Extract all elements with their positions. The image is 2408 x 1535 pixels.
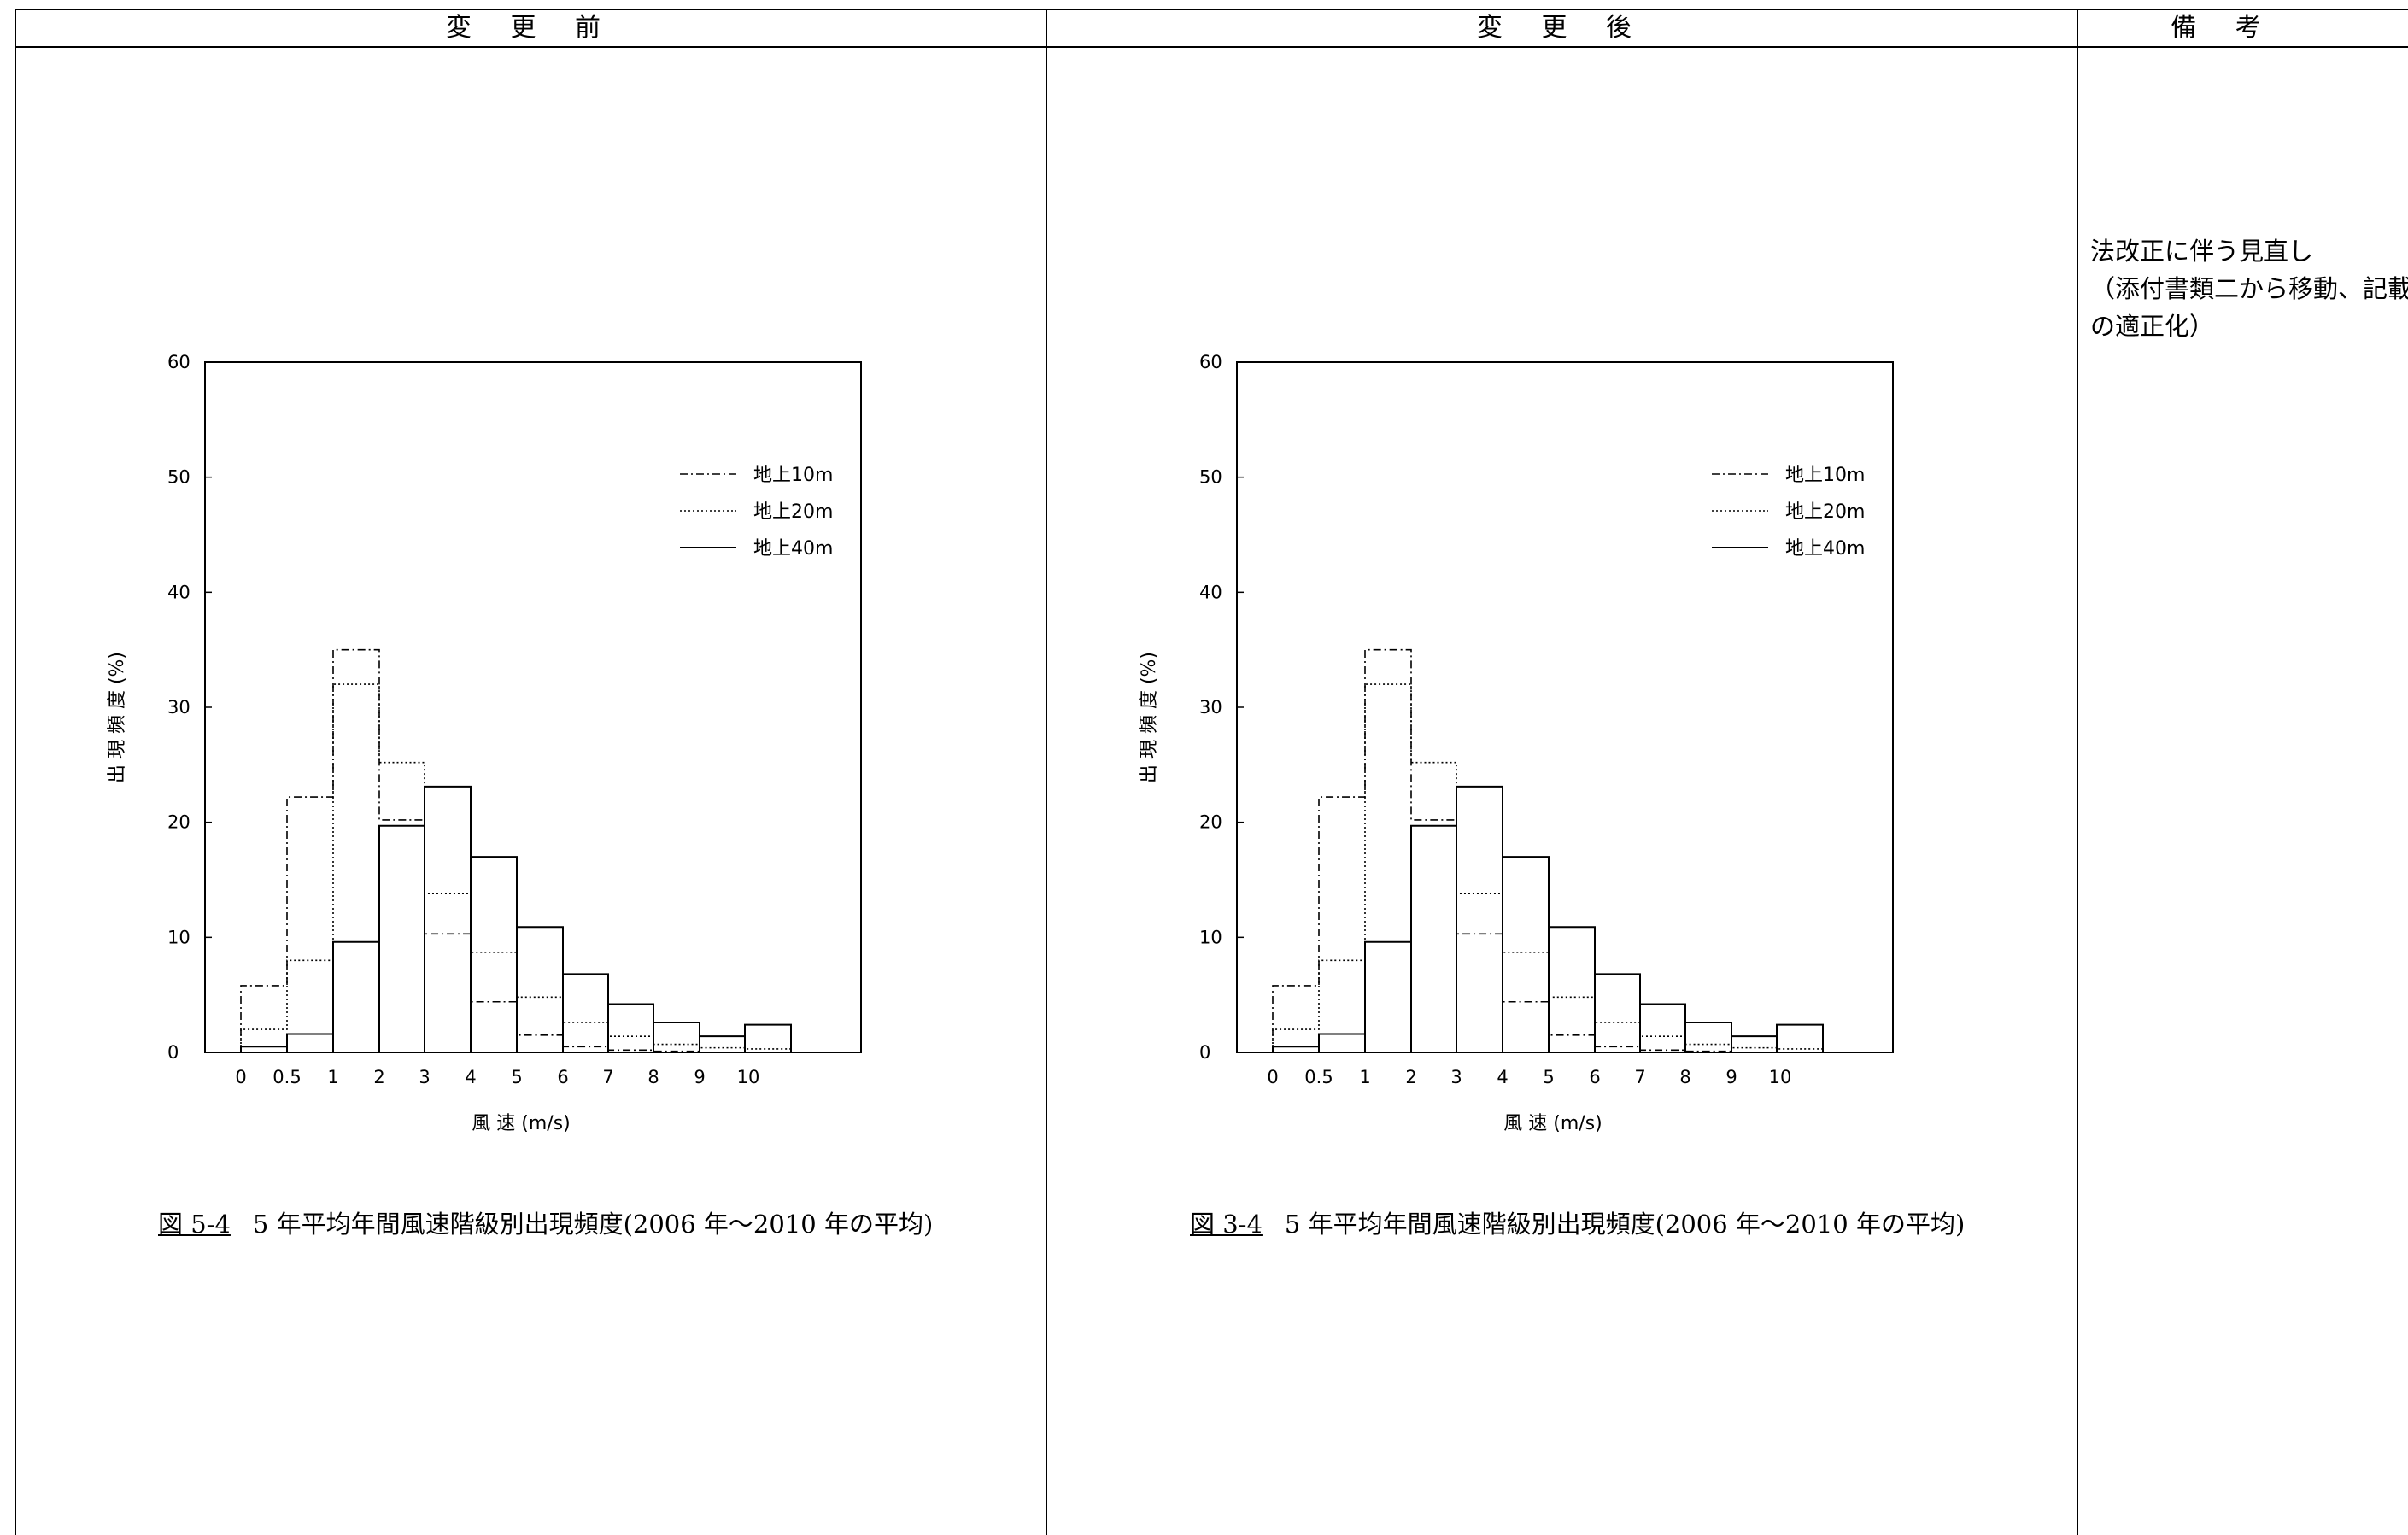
legend-label-1: 地上10m	[1785, 465, 1865, 486]
x-axis-label: 風 速 (m/s)	[1503, 1113, 1602, 1134]
x-tick-label: 2	[373, 1067, 384, 1087]
x-tick-label: 8	[647, 1067, 659, 1087]
x-tick-label: 4	[465, 1067, 476, 1087]
x-tick-label: 0	[235, 1067, 246, 1087]
header-before: 変 更 前	[445, 13, 617, 43]
y-axis-label: 出 現 頻 度 (%)	[1139, 652, 1160, 783]
y-tick-label: 40	[167, 582, 190, 602]
x-tick-label: 1	[327, 1067, 338, 1087]
chart-2: 0 10 20 30 40 50 60 0 0.5 1 2 3 4 5 6 7 8 9 10 地上10m 地上20m 地上…	[1139, 352, 1894, 1134]
y-tick-label: 40	[1199, 582, 1222, 602]
legend-label-3: 地上40m	[1785, 538, 1865, 560]
y-tick-label: 60	[167, 352, 190, 372]
legend-label-2: 地上20m	[1785, 501, 1865, 523]
x-tick-label: 0.5	[1304, 1067, 1333, 1087]
y-tick-label: 0	[167, 1042, 179, 1063]
x-tick-label: 9	[1725, 1067, 1737, 1087]
legend-label-2: 地上20m	[753, 501, 833, 523]
table-border-top	[15, 9, 2408, 10]
table-border-left	[15, 9, 16, 1535]
y-tick-label: 10	[167, 927, 190, 947]
series-1-outline	[240, 648, 791, 1053]
y-tick-label: 0	[1199, 1042, 1210, 1063]
caption-before-number: 図 5-4	[158, 1210, 231, 1239]
x-tick-label: 7	[1634, 1067, 1645, 1087]
remarks-line-1: 法改正に伴う見直し	[2090, 237, 2314, 266]
column-divider-1	[1046, 9, 1047, 1535]
series-1-outline	[1272, 648, 1823, 1053]
x-tick-label: 5	[1543, 1067, 1554, 1087]
x-tick-label: 10	[1769, 1067, 1792, 1087]
caption-before-text: 5 年平均年間風速階級別出現頻度(2006 年～2010 年の平均)	[252, 1210, 934, 1239]
y-tick-label: 20	[167, 812, 190, 833]
x-tick-label: 4	[1497, 1067, 1508, 1087]
x-tick-label: 6	[1589, 1067, 1600, 1087]
x-tick-label: 8	[1679, 1067, 1690, 1087]
y-tick-label: 30	[167, 697, 190, 718]
caption-after-number: 図 3-4	[1190, 1210, 1263, 1239]
y-tick-label: 30	[1199, 697, 1222, 718]
column-divider-2	[2077, 9, 2078, 1535]
remarks-text: 法改正に伴う見直し （添付書類二から移動、記載 の適正化）	[2090, 232, 2408, 345]
x-tick-label: 3	[419, 1067, 430, 1087]
x-tick-label: 0.5	[272, 1067, 301, 1087]
caption-after: 図 3-4 5 年平均年間風速階級別出現頻度(2006 年～2010 年の平均)	[1190, 1204, 1965, 1240]
header-remarks: 備 考	[2171, 13, 2276, 43]
x-tick-label: 9	[694, 1067, 705, 1087]
y-tick-label: 60	[1199, 352, 1222, 372]
y-tick-label: 50	[1199, 467, 1222, 488]
y-axis-label: 出 現 頻 度 (%)	[107, 652, 128, 783]
chart-1: 0 10 20 30 40 50 60 0 0.5 1 2 3 4 5 6 7 8 9 10 地上10m 地上20m 地上…	[107, 352, 862, 1134]
x-axis-label: 風 速 (m/s)	[472, 1113, 570, 1134]
x-tick-label: 1	[1359, 1067, 1370, 1087]
remarks-line-2: （添付書類二から移動、記載	[2090, 274, 2408, 303]
caption-after-text: 5 年平均年間風速階級別出現頻度(2006 年～2010 年の平均)	[1284, 1210, 1966, 1239]
caption-before: 図 5-4 5 年平均年間風速階級別出現頻度(2006 年～2010 年の平均)	[158, 1204, 933, 1240]
remarks-line-3: の適正化）	[2090, 312, 2215, 341]
y-tick-label: 20	[1199, 812, 1222, 833]
x-tick-label: 6	[557, 1067, 568, 1087]
x-tick-label: 7	[602, 1067, 613, 1087]
legend-label-3: 地上40m	[753, 538, 833, 560]
y-tick-label: 10	[1199, 927, 1222, 947]
x-tick-label: 5	[511, 1067, 522, 1087]
header-after: 変 更 後	[1476, 13, 1648, 43]
legend-label-1: 地上10m	[753, 465, 833, 486]
x-tick-label: 10	[737, 1067, 760, 1087]
x-tick-label: 3	[1450, 1067, 1462, 1087]
table-header-divider	[15, 46, 2408, 48]
y-tick-label: 50	[167, 467, 190, 488]
x-tick-label: 2	[1405, 1067, 1416, 1087]
x-tick-label: 0	[1267, 1067, 1278, 1087]
